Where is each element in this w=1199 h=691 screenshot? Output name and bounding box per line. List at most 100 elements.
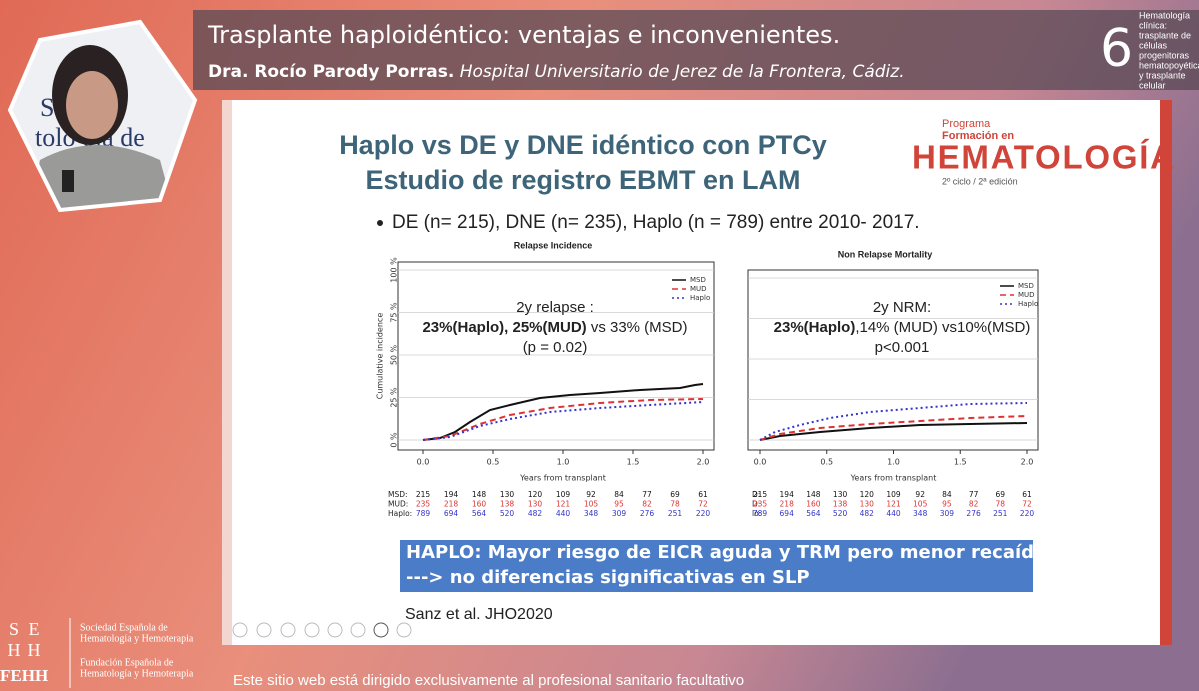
risk-value: 482 — [528, 509, 543, 518]
legend-label: MSD — [690, 276, 706, 284]
plot-frame — [747, 269, 1039, 451]
badge-line: progenitoras — [1139, 50, 1190, 60]
risk-value: 138 — [833, 500, 848, 509]
x-tick-label: 2.0 — [697, 458, 710, 467]
risk-value: 520 — [500, 509, 515, 518]
risk-value: 109 — [556, 490, 571, 499]
slide-edge — [1160, 100, 1172, 645]
risk-value: 520 — [833, 509, 848, 518]
logo-letter: H — [28, 640, 41, 660]
prev-button[interactable] — [232, 622, 248, 638]
risk-value: 251 — [993, 509, 1008, 518]
risk-value: 130 — [833, 490, 848, 499]
next-button[interactable] — [256, 622, 272, 638]
annotation: 23%(Haplo),14% (MUD) vs10%(MSD) — [774, 319, 1031, 336]
x-tick-label: 1.5 — [954, 458, 967, 467]
risk-value: 482 — [860, 509, 875, 518]
y-tick-label: 25 % — [390, 387, 399, 408]
risk-row-label: lo: — [752, 509, 761, 518]
x-tick-label: 1.5 — [627, 458, 640, 467]
legend-label: MUD — [690, 285, 707, 293]
x-tick-label: 1.0 — [887, 458, 900, 467]
x-tick-label: 0.0 — [754, 458, 767, 467]
risk-value: 218 — [444, 500, 459, 509]
risk-value: 160 — [806, 500, 821, 509]
risk-value: 130 — [500, 490, 515, 499]
foundation: Hematología y Hemoterapia — [80, 668, 194, 679]
badge-line: clínica: — [1139, 20, 1167, 30]
society: Sociedad Española de — [80, 622, 168, 633]
risk-value: 138 — [500, 500, 515, 509]
risk-row-label: Haplo: — [388, 509, 412, 518]
risk-value: 84 — [614, 490, 624, 499]
y-tick-label: 50 % — [390, 344, 399, 365]
annotation-bold: 23%(Haplo), 25%(MUD) — [422, 319, 586, 336]
logo-brand: HEMATOLOGÍA — [912, 139, 1174, 176]
logo-edition: 2º ciclo / 2ª edición — [942, 176, 1018, 186]
slide-edge-left — [222, 100, 232, 645]
risk-value: 72 — [1022, 500, 1032, 509]
annotation: (p = 0.02) — [523, 339, 588, 356]
bullet-dot — [377, 220, 383, 226]
pen-button[interactable] — [280, 622, 296, 638]
risk-value: 251 — [668, 509, 683, 518]
risk-value: 694 — [780, 509, 795, 518]
legend-label: Haplo — [1018, 300, 1038, 308]
risk-value: 789 — [416, 509, 431, 518]
risk-value: 82 — [969, 500, 979, 509]
legend-label: Haplo — [690, 294, 710, 302]
risk-value: 121 — [556, 500, 571, 509]
annotation-bold: 23%(Haplo) — [774, 319, 856, 336]
logo-letter: E — [29, 619, 40, 639]
camera-button[interactable] — [373, 622, 389, 638]
zoom-button[interactable] — [327, 622, 343, 638]
x-tick-label: 0.5 — [820, 458, 833, 467]
risk-value: 92 — [915, 490, 925, 499]
risk-value: 235 — [416, 500, 431, 509]
risk-value: 130 — [860, 500, 875, 509]
risk-value: 309 — [612, 509, 627, 518]
speaker-video: Socie tolo ola de — [10, 22, 195, 210]
risk-value: 130 — [528, 500, 543, 509]
y-tick-label: 100 % — [390, 257, 399, 283]
x-tick-label: 1.0 — [557, 458, 570, 467]
annotation: 2y NRM: — [873, 299, 931, 316]
speaker: Dra. Rocío Parody Porras. Hospital Unive… — [208, 62, 905, 82]
curve — [422, 383, 704, 441]
risk-value: 348 — [584, 509, 599, 518]
annotation-rest: ,14% (MUD) vs10%(MSD) — [855, 319, 1030, 336]
x-axis-label: Years from transplant — [519, 474, 606, 483]
risk-value: 160 — [472, 500, 487, 509]
risk-value: 78 — [996, 500, 1006, 509]
risk-value: 148 — [472, 490, 487, 499]
risk-value: 276 — [966, 509, 981, 518]
legend-label: MSD — [1018, 282, 1034, 290]
risk-value: 105 — [913, 500, 928, 509]
risk-value: 220 — [696, 509, 711, 518]
more-button[interactable] — [396, 622, 412, 638]
risk-value: 564 — [472, 509, 487, 518]
slide-toolbar — [232, 622, 412, 638]
risk-value: 348 — [913, 509, 928, 518]
risk-value: 84 — [942, 490, 952, 499]
risk-value: 61 — [698, 490, 708, 499]
curve — [422, 401, 704, 441]
logo-line: Programa — [942, 118, 991, 130]
risk-value: 78 — [670, 500, 680, 509]
legend-label: MUD — [1018, 291, 1035, 299]
risk-value: 148 — [806, 490, 821, 499]
conclusion-line: HAPLO: Mayor riesgo de EICR aguda y TRM … — [406, 542, 1046, 563]
risk-value: 218 — [780, 500, 795, 509]
risk-value: 215 — [753, 490, 768, 499]
reference: Sanz et al. JHO2020 — [405, 606, 553, 623]
x-tick-label: 2.0 — [1021, 458, 1034, 467]
risk-value: 72 — [698, 500, 708, 509]
subtitle-button[interactable] — [350, 622, 366, 638]
badge-number: 6 — [1100, 19, 1133, 79]
curve — [759, 422, 1028, 441]
slides-button[interactable] — [304, 622, 320, 638]
risk-value: 220 — [1020, 509, 1035, 518]
risk-value: 109 — [886, 490, 901, 499]
x-tick-label: 0.5 — [487, 458, 500, 467]
